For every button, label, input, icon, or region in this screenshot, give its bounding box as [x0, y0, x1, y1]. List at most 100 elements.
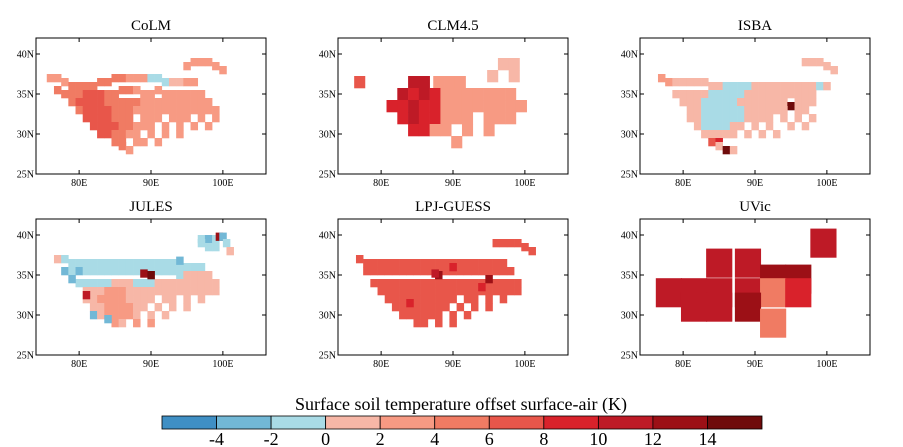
- grid-cell: [75, 259, 84, 268]
- x-tick-label: 100E: [816, 178, 837, 189]
- map-panel: CLM4.5 80E 90E 100E 25N 30N 35N 40N: [319, 18, 569, 189]
- x-tick-label: 100E: [514, 178, 535, 189]
- grid-cell: [406, 311, 414, 320]
- grid-cell: [442, 287, 450, 296]
- grid-cell: [449, 279, 457, 288]
- grid-cell: [708, 90, 716, 99]
- grid-cell: [89, 311, 98, 320]
- x-tick-label: 80E: [71, 359, 87, 370]
- grid-cell: [384, 279, 393, 288]
- grid-cell: [212, 114, 220, 123]
- grid-cell: [111, 122, 119, 131]
- grid-cell: [111, 130, 119, 139]
- grid-cell: [125, 311, 134, 320]
- grid-cell: [104, 90, 112, 99]
- grid-cell: [449, 311, 457, 320]
- grid-cell: [118, 86, 127, 95]
- grid-cell: [765, 98, 774, 107]
- grid-cell: [176, 256, 184, 265]
- grid-cell: [420, 319, 429, 328]
- grid-cell: [140, 98, 148, 107]
- grid-cell: [111, 311, 119, 320]
- x-tick-label: 90E: [445, 359, 461, 370]
- grid-cell: [197, 295, 206, 304]
- grid-cell: [154, 267, 163, 276]
- grid-cell: [140, 138, 148, 147]
- grid-cell: [89, 98, 98, 107]
- y-tick-label: 40N: [17, 50, 34, 61]
- grid-cell: [168, 259, 177, 268]
- grid-cell: [463, 295, 472, 304]
- grid-cell: [472, 100, 484, 113]
- colorbar-tick-label: 2: [376, 429, 385, 447]
- grid-cell: [456, 287, 465, 296]
- grid-cell: [140, 287, 148, 296]
- colorbar-swatch: [161, 415, 217, 430]
- grid-cell: [97, 267, 105, 276]
- y-tick-label: 30N: [319, 311, 336, 322]
- grid-cell: [125, 267, 134, 276]
- grid-cell: [133, 311, 141, 320]
- grid-cell: [456, 259, 465, 268]
- grid-cell: [744, 114, 752, 123]
- grid-cell: [147, 114, 155, 123]
- grid-cell: [75, 106, 84, 115]
- grid-cell: [686, 98, 695, 107]
- grid-cell: [399, 259, 407, 268]
- grid-cell: [97, 78, 105, 87]
- colorbar-swatch: [488, 415, 545, 430]
- grid-cell: [420, 311, 429, 320]
- grid-cell: [82, 291, 91, 300]
- grid-cell: [499, 295, 508, 304]
- grid-cell: [772, 130, 781, 139]
- grid-cell: [429, 88, 441, 101]
- x-tick-label: 100E: [816, 359, 837, 370]
- grid-cell: [744, 90, 752, 99]
- grid-cell: [111, 138, 119, 147]
- colorbar-swatch: [216, 415, 272, 430]
- panel-title: UVic: [739, 199, 771, 215]
- grid-cell: [708, 114, 716, 123]
- grid-cell: [68, 259, 76, 268]
- grid-cell: [442, 259, 450, 268]
- grid-cell: [104, 114, 112, 123]
- grid-cell: [655, 278, 682, 308]
- grid-cell: [801, 122, 810, 131]
- grid-cell: [693, 122, 702, 131]
- grid-cell: [751, 82, 759, 91]
- grid-cell: [147, 122, 155, 131]
- grid-cell: [657, 74, 666, 83]
- grid-cell: [118, 74, 127, 83]
- grid-cell: [197, 271, 206, 280]
- panel-title: LPJ-GUESS: [415, 199, 491, 215]
- grid-cell: [89, 295, 98, 304]
- grid-cell: [408, 100, 420, 113]
- grid-cell: [830, 66, 838, 75]
- y-tick-label: 25N: [319, 170, 336, 181]
- grid-cell: [701, 114, 709, 123]
- grid-cell: [111, 74, 119, 83]
- colorbar-tick-label: 4: [430, 429, 439, 447]
- grid-cell: [190, 287, 199, 296]
- grid-cell: [499, 287, 508, 296]
- grid-cell: [758, 106, 767, 115]
- grid-cell: [729, 122, 738, 131]
- grid-cell: [780, 82, 788, 91]
- grid-cell: [497, 58, 509, 71]
- grid-cell: [212, 243, 220, 252]
- grid-cell: [75, 98, 84, 107]
- x-tick-label: 80E: [71, 178, 87, 189]
- grid-cell: [399, 279, 407, 288]
- grid-cell: [515, 100, 527, 113]
- x-tick-label: 80E: [675, 178, 691, 189]
- grid-cell: [118, 295, 127, 304]
- colorbar-swatch: [325, 415, 381, 430]
- grid-cell: [154, 86, 163, 95]
- grid-cell: [111, 267, 119, 276]
- grid-cell: [808, 98, 817, 107]
- colorbar-swatch: [707, 415, 763, 430]
- grid-cell: [787, 102, 795, 111]
- grid-cell: [190, 122, 199, 131]
- grid-cell: [391, 267, 400, 276]
- grid-cell: [125, 74, 134, 83]
